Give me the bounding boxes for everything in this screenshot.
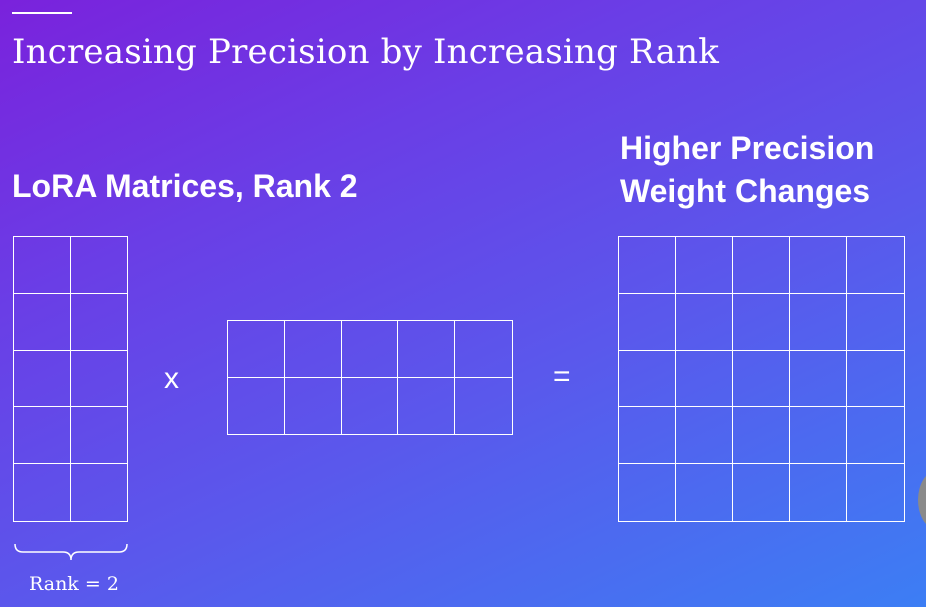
result-label-line1: Higher Precision	[620, 130, 875, 166]
matrix-cell	[14, 293, 71, 351]
matrix-cell	[619, 464, 676, 521]
matrix-cell	[228, 321, 285, 378]
matrix-cell	[619, 407, 676, 465]
matrix-cell	[70, 294, 127, 351]
matrix-cell	[398, 321, 456, 378]
matrix-cell	[70, 407, 127, 465]
matrix-cell	[676, 237, 733, 294]
matrix-cell	[14, 407, 71, 465]
matrix-cell	[733, 293, 790, 351]
matrix-b	[227, 320, 513, 435]
matrix-cell	[14, 237, 71, 294]
matrix-cell	[790, 293, 847, 351]
matrix-cell	[847, 464, 904, 521]
matrix-cell	[790, 464, 847, 521]
matrix-cell	[847, 351, 904, 408]
matrix-cell	[455, 321, 512, 378]
matrix-cell	[14, 464, 71, 521]
matrix-cell	[398, 377, 456, 434]
matrix-cell	[619, 293, 676, 351]
matrix-cell	[847, 237, 904, 294]
matrix-cell	[71, 464, 128, 521]
rank-brace	[14, 543, 128, 561]
matrix-cell	[790, 407, 847, 465]
slide-title: Increasing Precision by Increasing Rank	[12, 32, 720, 72]
matrix-cell	[847, 407, 904, 465]
matrix-a	[13, 236, 128, 522]
rank-caption: Rank = 2	[29, 573, 119, 595]
matrix-cell	[619, 237, 676, 294]
matrix-cell	[676, 464, 733, 521]
matrix-cell	[285, 377, 342, 434]
matrix-cell	[341, 321, 399, 378]
matrix-cell	[733, 237, 790, 294]
matrix-cell	[790, 350, 847, 408]
equals-operator: =	[553, 360, 571, 393]
matrix-cell	[619, 350, 676, 408]
matrix-cell	[676, 350, 733, 408]
matrix-cell	[228, 377, 285, 434]
matrix-cell	[455, 378, 512, 435]
result-label: Higher Precision Weight Changes	[620, 127, 874, 213]
matrix-cell	[284, 321, 342, 378]
edge-partial-shape	[918, 470, 926, 530]
matrix-cell	[342, 377, 399, 434]
title-accent-rule	[12, 12, 72, 14]
matrix-cell	[733, 407, 790, 465]
matrix-cell	[790, 237, 847, 294]
matrix-cell	[847, 294, 904, 351]
matrix-cell	[676, 293, 733, 351]
result-label-line2: Weight Changes	[620, 173, 871, 209]
matrix-cell	[676, 407, 733, 465]
lora-matrices-label: LoRA Matrices, Rank 2	[12, 168, 358, 204]
matrix-cell	[733, 350, 790, 408]
matrix-c	[618, 236, 905, 522]
matrix-cell	[14, 350, 71, 408]
matrix-cell	[70, 351, 127, 408]
matrix-cell	[70, 237, 127, 294]
multiply-operator: x	[164, 362, 179, 395]
matrix-cell	[733, 464, 790, 521]
